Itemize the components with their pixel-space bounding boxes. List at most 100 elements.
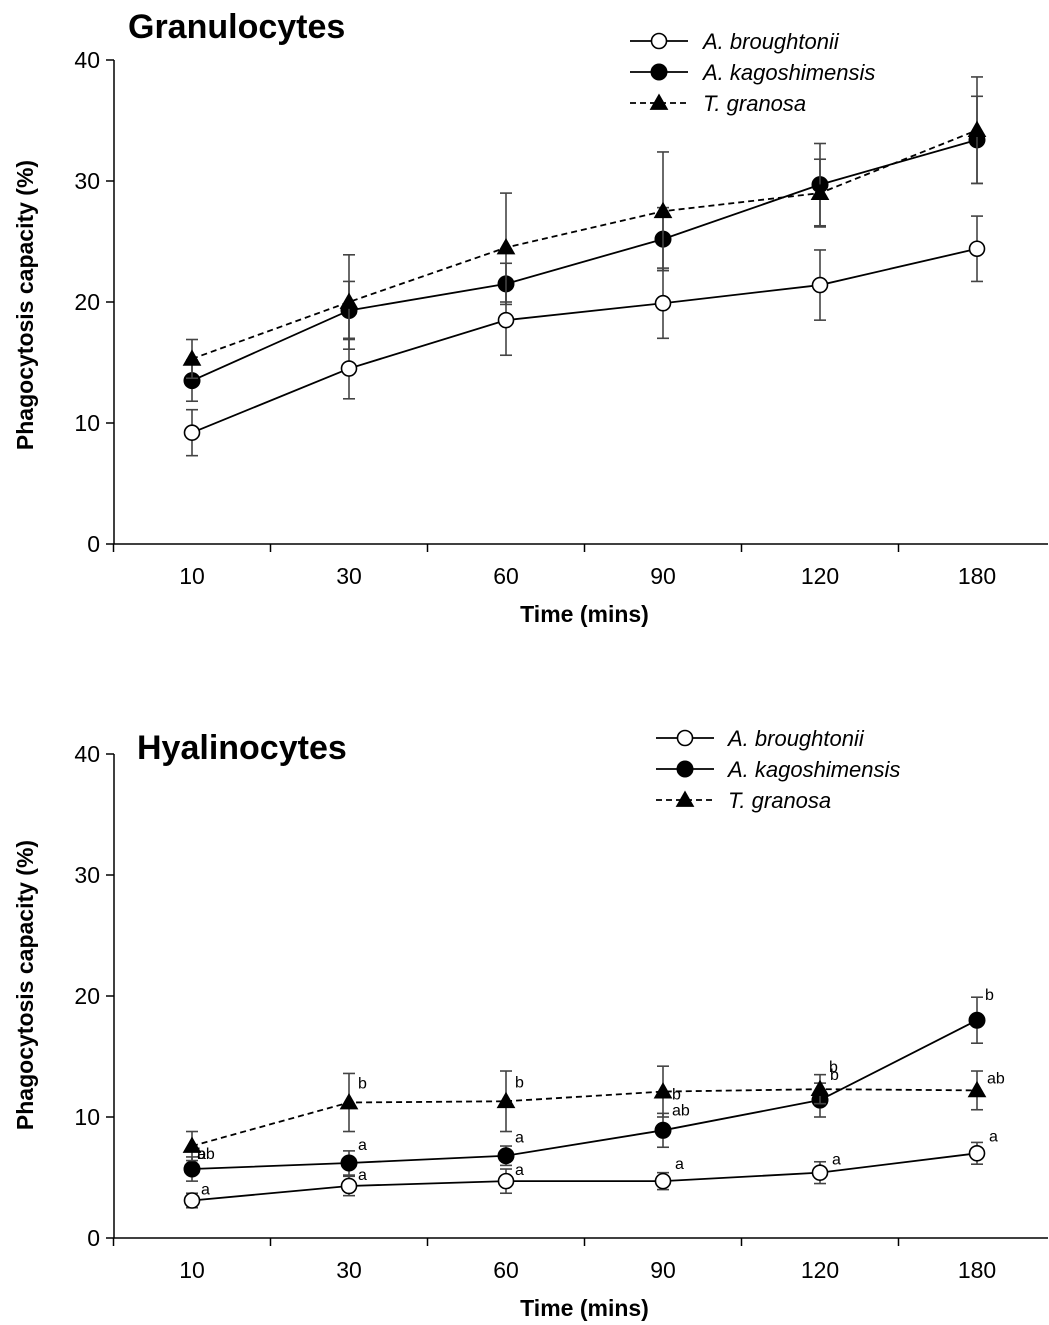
data-point — [340, 1154, 358, 1172]
data-point — [340, 360, 358, 377]
chart-panel-1: Granulocytes 0 10 20 30 40 10 30 60 90 120 180 Time … — [12, 8, 1048, 627]
significance-label: ab — [987, 1070, 1005, 1087]
legend-label: T. granosa — [728, 788, 831, 813]
data-point — [810, 183, 830, 200]
legend-marker — [675, 790, 695, 807]
data-point — [654, 294, 672, 312]
y-tick-label: 20 — [74, 983, 100, 1009]
data-point — [183, 1192, 201, 1209]
y-tick-label: 0 — [87, 531, 100, 557]
data-point — [967, 120, 987, 138]
y-tick-label: 30 — [74, 862, 100, 888]
y-tick-label: 30 — [74, 168, 100, 194]
significance-label: a — [675, 1156, 684, 1173]
data-point — [339, 292, 359, 309]
chart-panel-2: Hyalinocytes 0 10 20 30 40 10 30 60 90 120 180 Time … — [12, 726, 1048, 1321]
legend-marker — [650, 32, 668, 50]
legend-label: T. granosa — [703, 91, 806, 116]
legend-marker — [650, 63, 668, 81]
x-tick-label: 180 — [958, 1257, 996, 1283]
significance-label: a — [358, 1167, 367, 1184]
legend-label: A. broughtonii — [726, 726, 865, 751]
data-point — [968, 1011, 986, 1029]
x-tick-label: 120 — [801, 1257, 839, 1283]
data-point — [183, 424, 201, 441]
significance-label: b — [829, 1059, 838, 1076]
significance-label: ab — [672, 1102, 690, 1119]
data-point — [497, 1147, 515, 1165]
data-point — [496, 238, 516, 255]
significance-label: b — [515, 1074, 524, 1091]
data-point — [967, 1080, 987, 1098]
x-axis-label: Time (mins) — [520, 1295, 649, 1321]
legend: A. broughtonii A. kagoshimensis T. granosa — [656, 726, 900, 813]
series-line — [191, 138, 978, 382]
series-line — [191, 1088, 978, 1147]
legend-marker — [676, 760, 694, 778]
series-1: aa a a aa — [183, 1128, 998, 1209]
series-line — [191, 1019, 978, 1170]
data-point — [183, 1160, 201, 1178]
data-point — [339, 1092, 359, 1110]
x-tick-label: 180 — [958, 563, 996, 589]
x-tick-label: 90 — [650, 1257, 676, 1283]
significance-label: a — [832, 1152, 841, 1169]
legend: A. broughtonii A. kagoshimensis T. granosa — [630, 29, 875, 116]
x-tick-label: 60 — [493, 563, 519, 589]
y-axis-label: Phagocytosis capacity (%) — [12, 160, 38, 450]
legend-label: A. kagoshimensis — [726, 757, 900, 782]
y-tick-label: 0 — [87, 1225, 100, 1251]
data-point — [497, 1172, 515, 1190]
series-3 — [182, 76, 987, 380]
x-tick-label: 120 — [801, 563, 839, 589]
y-tick-label: 10 — [74, 1104, 100, 1130]
series-1 — [183, 215, 986, 457]
significance-label: a — [201, 1181, 210, 1198]
series-line — [191, 129, 978, 360]
data-point — [654, 1121, 672, 1139]
x-tick-label: 90 — [650, 563, 676, 589]
significance-label: b — [985, 987, 994, 1004]
data-point — [810, 1079, 830, 1097]
significance-label: a — [358, 1137, 367, 1154]
y-tick-label: 40 — [74, 741, 100, 767]
series-line — [191, 247, 978, 434]
y-tick-label: 10 — [74, 410, 100, 436]
significance-label: ab — [197, 1146, 215, 1163]
significance-label: a — [989, 1128, 998, 1145]
x-tick-label: 30 — [336, 1257, 362, 1283]
y-tick-label: 40 — [74, 47, 100, 73]
data-point — [653, 1082, 673, 1099]
series-line — [191, 1152, 978, 1202]
data-point — [968, 240, 986, 258]
data-point — [811, 276, 829, 294]
chart-title: Hyalinocytes — [137, 729, 347, 767]
series-2 — [183, 95, 986, 403]
x-tick-label: 30 — [336, 563, 362, 589]
data-point — [811, 1164, 829, 1181]
significance-label: a — [515, 1130, 524, 1147]
significance-label: a — [515, 1162, 524, 1179]
significance-label: b — [197, 1146, 206, 1163]
significance-label: b — [358, 1075, 367, 1092]
significance-label: b — [672, 1087, 681, 1104]
data-point — [340, 1177, 358, 1195]
data-point — [653, 201, 673, 219]
legend-marker — [649, 93, 669, 110]
x-tick-label: 60 — [493, 1257, 519, 1283]
legend-label: A. broughtonii — [701, 29, 840, 54]
data-point — [496, 1091, 516, 1109]
legend-marker — [676, 729, 694, 747]
x-tick-label: 10 — [179, 563, 205, 589]
significance-label: b — [830, 1067, 839, 1084]
legend-label: A. kagoshimensis — [701, 60, 875, 85]
y-tick-label: 20 — [74, 289, 100, 315]
data-point — [497, 311, 515, 329]
data-point — [654, 1172, 672, 1190]
data-point — [182, 1136, 202, 1153]
y-axis-label: Phagocytosis capacity (%) — [12, 840, 38, 1130]
x-axis-label: Time (mins) — [520, 601, 649, 627]
